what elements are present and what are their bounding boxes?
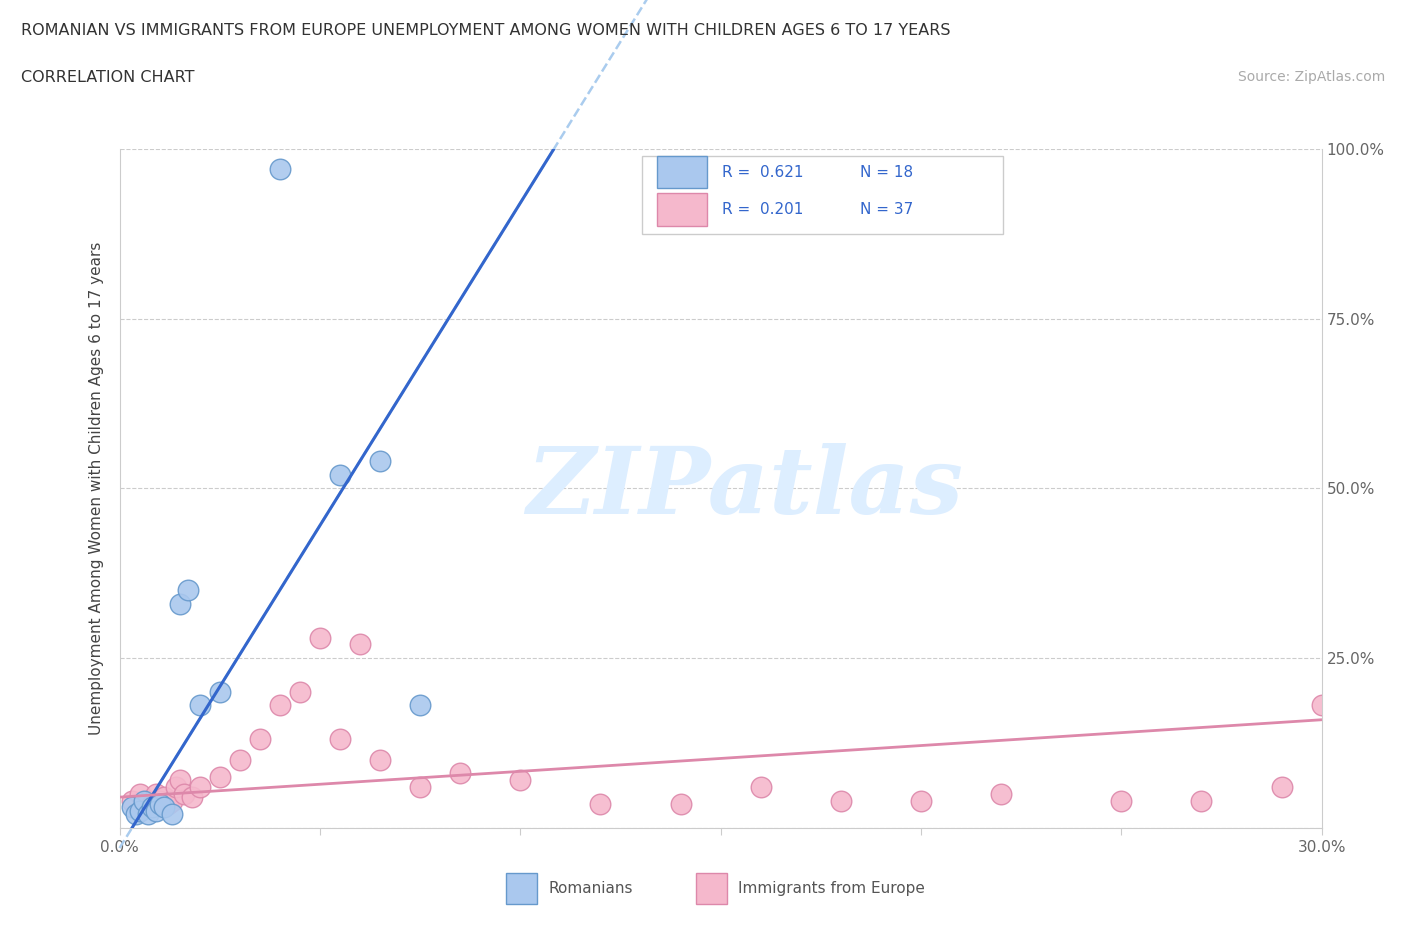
Point <box>141 800 163 815</box>
Point <box>132 793 155 808</box>
Point <box>349 637 371 652</box>
Point <box>156 796 179 811</box>
Point <box>228 752 252 767</box>
Bar <box>657 156 707 189</box>
Point <box>269 162 291 177</box>
Point <box>165 779 187 794</box>
Point <box>509 773 531 788</box>
Point <box>368 454 391 469</box>
Text: N = 37: N = 37 <box>860 202 914 217</box>
Point <box>169 773 191 788</box>
Point <box>1111 793 1133 808</box>
Bar <box>657 193 707 226</box>
Text: Immigrants from Europe: Immigrants from Europe <box>738 881 925 897</box>
Point <box>1191 793 1213 808</box>
Point <box>208 769 231 784</box>
Point <box>145 787 167 802</box>
Point <box>149 796 172 811</box>
Point <box>180 790 202 804</box>
Text: Source: ZipAtlas.com: Source: ZipAtlas.com <box>1237 70 1385 84</box>
Point <box>309 631 332 645</box>
Point <box>160 793 183 808</box>
Point <box>288 684 311 699</box>
Point <box>830 793 852 808</box>
Point <box>910 793 932 808</box>
Text: R =  0.201: R = 0.201 <box>721 202 803 217</box>
Text: Romanians: Romanians <box>548 881 633 897</box>
Point <box>449 766 471 781</box>
Point <box>269 698 291 713</box>
Point <box>128 787 150 802</box>
Point <box>1310 698 1333 713</box>
Point <box>208 684 231 699</box>
Point <box>136 806 159 821</box>
Point <box>124 806 146 821</box>
Point <box>132 800 155 815</box>
Point <box>990 787 1012 802</box>
Point <box>368 752 391 767</box>
Point <box>141 796 163 811</box>
Point <box>188 698 211 713</box>
Point <box>176 582 198 598</box>
Point <box>136 793 159 808</box>
Point <box>188 779 211 794</box>
Text: N = 18: N = 18 <box>860 165 912 179</box>
Text: ZIPatlas: ZIPatlas <box>526 444 963 533</box>
Point <box>169 596 191 611</box>
Point <box>149 793 172 808</box>
Point <box>173 787 195 802</box>
Point <box>669 796 692 811</box>
Point <box>249 732 271 747</box>
Point <box>409 698 432 713</box>
Y-axis label: Unemployment Among Women with Children Ages 6 to 17 years: Unemployment Among Women with Children A… <box>89 242 104 735</box>
Point <box>589 796 612 811</box>
Point <box>749 779 772 794</box>
Point <box>152 800 174 815</box>
Point <box>128 804 150 818</box>
Point <box>145 804 167 818</box>
Text: CORRELATION CHART: CORRELATION CHART <box>21 70 194 85</box>
Point <box>409 779 432 794</box>
Point <box>152 790 174 804</box>
Text: R =  0.621: R = 0.621 <box>721 165 803 179</box>
Point <box>1271 779 1294 794</box>
Point <box>160 806 183 821</box>
Point <box>121 793 143 808</box>
Point <box>329 467 352 482</box>
Point <box>329 732 352 747</box>
Point <box>121 800 143 815</box>
Text: ROMANIAN VS IMMIGRANTS FROM EUROPE UNEMPLOYMENT AMONG WOMEN WITH CHILDREN AGES 6: ROMANIAN VS IMMIGRANTS FROM EUROPE UNEMP… <box>21 23 950 38</box>
FancyBboxPatch shape <box>643 155 1002 233</box>
